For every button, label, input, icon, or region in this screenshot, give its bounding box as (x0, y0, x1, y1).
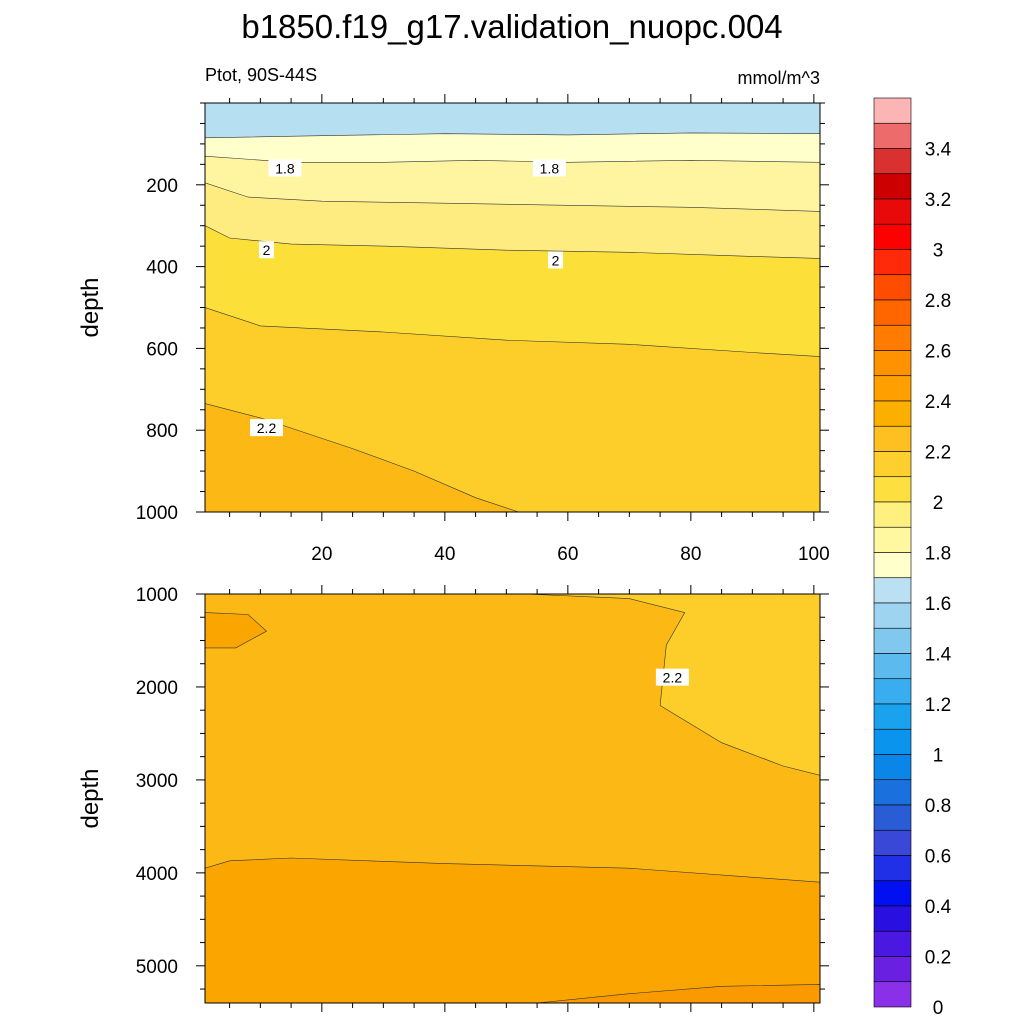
colorbar-swatch (873, 299, 912, 326)
colorbar-swatch (873, 350, 912, 377)
contour-label: 2.2 (655, 668, 689, 686)
contour-panel-upper: 20 40 60 80 100 200 400 600 800 1000 depth 1.8 1.8 2 2… (77, 94, 830, 565)
colorbar-swatch (873, 451, 912, 478)
colorbar-swatch (873, 956, 912, 983)
y-tick-label: 5000 (136, 957, 178, 978)
contour-label: 2 (259, 241, 274, 259)
colorbar-label: 2.4 (925, 392, 952, 413)
colorbar-swatch (873, 602, 912, 629)
colorbar-label: 2.6 (925, 342, 951, 363)
svg-text:2.2: 2.2 (663, 670, 683, 686)
colorbar-swatch (873, 97, 912, 124)
colorbar-label: 3 (933, 241, 944, 262)
colorbar-label: 0.2 (925, 948, 951, 969)
colorbar-swatch (873, 703, 912, 730)
y-tick-label: 200 (146, 176, 178, 197)
colorbar-label: 1 (933, 746, 944, 767)
colorbar-swatch (873, 476, 912, 503)
units-label: mmol/m^3 (738, 68, 820, 88)
x-tick-label: 80 (680, 544, 701, 565)
colorbar-swatch (873, 425, 912, 452)
y-tick-label: 1000 (136, 503, 178, 524)
colorbar-label: 1.2 (925, 695, 951, 716)
y-tick-label: 800 (146, 421, 178, 442)
colorbar-swatch (873, 501, 912, 528)
colorbar-swatch (873, 627, 912, 654)
contour-band-1 (205, 857, 820, 1003)
colorbar-label: 0.4 (925, 897, 952, 918)
colorbar-label: 1.8 (925, 544, 951, 565)
colorbar-swatch (873, 981, 912, 1008)
colorbar-swatch (873, 324, 912, 351)
colorbar-swatch (873, 400, 912, 427)
contour-band-6 (205, 403, 820, 512)
colorbar-swatch (873, 173, 912, 200)
colorbar-swatch (873, 249, 912, 276)
svg-text:2: 2 (552, 252, 560, 268)
y-tick-label: 400 (146, 258, 178, 279)
colorbar-swatch (873, 855, 912, 882)
contour-label: 1.8 (268, 159, 302, 177)
colorbar-swatch (873, 804, 912, 831)
colorbar-label: 1.6 (925, 594, 951, 615)
x-tick-label: 100 (798, 544, 830, 565)
svg-text:2: 2 (263, 242, 271, 258)
colorbar-swatch (873, 880, 912, 907)
y-tick-label: 2000 (136, 678, 178, 699)
colorbar-label: 2.2 (925, 443, 951, 464)
contour-label: 2.2 (250, 419, 283, 437)
colorbar-swatch (873, 754, 912, 781)
contour-panel-lower: 1000 2000 3000 4000 5000 depth 2.2 (77, 585, 829, 1012)
colorbar-swatch (873, 375, 912, 402)
colorbar-label: 3.4 (925, 140, 952, 161)
contour-band-3 (205, 612, 268, 649)
colorbar-swatch (873, 728, 912, 755)
x-tick-label: 20 (311, 544, 332, 565)
colorbar-swatch (873, 274, 912, 301)
colorbar-swatch (873, 223, 912, 250)
colorbar-label: 0.8 (925, 796, 951, 817)
colorbar-swatch (873, 148, 912, 175)
colorbar-swatch (873, 905, 912, 932)
colorbar-swatch (873, 198, 912, 225)
svg-text:2.2: 2.2 (257, 420, 277, 436)
colorbar-label: 1.4 (925, 645, 952, 666)
contour-band-4 (205, 984, 820, 1003)
svg-text:1.8: 1.8 (540, 160, 560, 176)
colorbar-swatch (873, 678, 912, 705)
colorbar-swatch (873, 526, 912, 553)
x-tick-label: 60 (557, 544, 578, 565)
colorbar-label: 2.8 (925, 291, 951, 312)
colorbar-label: 0.6 (925, 847, 951, 868)
svg-text:1.8: 1.8 (275, 160, 295, 176)
colorbar-swatch (873, 552, 912, 579)
y-tick-label: 600 (146, 339, 178, 360)
variable-label: Ptot, 90S-44S (205, 65, 317, 85)
colorbar-swatch (873, 653, 912, 680)
y-tick-label: 3000 (136, 771, 178, 792)
colorbar-swatch (873, 122, 912, 149)
y-axis-label: depth (77, 277, 104, 337)
colorbar-swatch (873, 930, 912, 957)
colorbar-swatch (873, 829, 912, 856)
contour-label: 1.8 (532, 159, 566, 177)
colorbar-label: 2 (933, 493, 944, 514)
plot-frame (204, 593, 821, 1004)
colorbar-swatch (873, 779, 912, 806)
colorbar-label: 0 (933, 998, 944, 1019)
y-axis-label: depth (77, 768, 104, 828)
y-tick-label: 4000 (136, 864, 178, 885)
chart-title: b1850.f19_g17.validation_nuopc.004 (241, 8, 782, 45)
contour-label: 2 (548, 251, 564, 269)
x-tick-label: 40 (434, 544, 455, 565)
colorbar: 3.4 3.2 3 2.8 2.6 2.4 2.2 2 1.8 1.6 1.4 1.2 1 0.8 0.6 0… (873, 97, 952, 1019)
y-tick-label: 1000 (136, 585, 178, 606)
colorbar-swatch (873, 577, 912, 604)
colorbar-label: 3.2 (925, 190, 951, 211)
